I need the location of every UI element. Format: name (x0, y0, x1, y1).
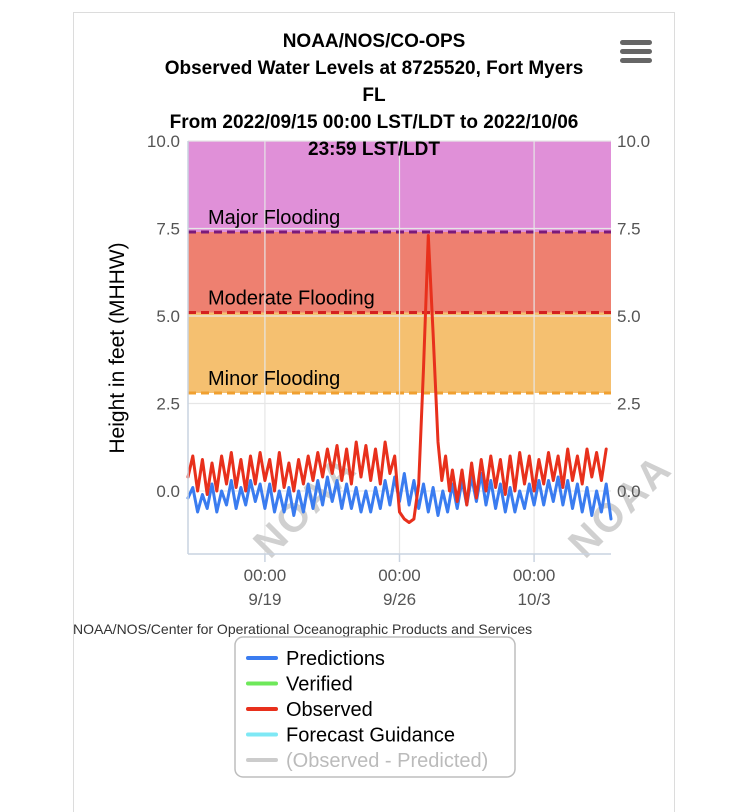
legend-label: Observed (286, 699, 373, 721)
x-tick-label-time: 00:00 (513, 566, 556, 585)
x-tick-label-date: 10/3 (518, 590, 551, 609)
chart-title-line-4: From 2022/09/15 00:00 LST/LDT to 2022/10… (170, 112, 579, 133)
axes: 10.0 10.0 7.5 7.5 5.0 5.0 2.5 2.5 0.0 0.0 00:00 9/1… (147, 132, 650, 609)
x-tick-label-time: 00:00 (378, 566, 421, 585)
chart-title-line-1: NOAA/NOS/CO-OPS (283, 31, 466, 52)
y-tick-label-right: 5.0 (617, 307, 641, 326)
y-tick-label-left: 10.0 (147, 132, 180, 151)
legend-item[interactable]: Forecast Guidance (246, 725, 455, 747)
y-tick-label-right: 0.0 (617, 482, 641, 501)
menu-button[interactable] (620, 40, 652, 64)
x-tick-label-date: 9/26 (383, 590, 416, 609)
y-tick-label-right: 2.5 (617, 395, 641, 414)
flood-band-label: Minor Flooding (208, 368, 340, 390)
legend-label: Predictions (286, 648, 385, 670)
series-line-observed (186, 234, 608, 524)
legend: Predictions Verified Observed Forecast Guid… (234, 636, 516, 778)
x-tick-label-time: 00:00 (244, 566, 287, 585)
chart-title-line-5: 23:59 LST/LDT (308, 139, 440, 160)
legend-item[interactable]: Observed (246, 699, 373, 721)
y-axis-label: Height in feet (MHHW) (106, 242, 129, 453)
legend-item[interactable]: Predictions (246, 648, 385, 670)
legend-label: (Observed - Predicted) (286, 750, 488, 772)
y-tick-label-left: 2.5 (156, 395, 180, 414)
y-tick-label-left: 7.5 (156, 220, 180, 239)
y-tick-label-right: 7.5 (617, 220, 641, 239)
y-tick-label-left: 5.0 (156, 307, 180, 326)
legend-box (234, 636, 516, 778)
y-tick-label-left: 0.0 (156, 482, 180, 501)
hamburger-icon (620, 40, 652, 63)
legend-label: Forecast Guidance (286, 725, 455, 747)
y-tick-label-right: 10.0 (617, 132, 650, 151)
legend-item[interactable]: Verified (246, 674, 353, 696)
data-series (186, 234, 613, 524)
chart-title-line-2: Observed Water Levels at 8725520, Fort M… (165, 58, 584, 79)
chart-title: NOAA/NOS/CO-OPS Observed Water Levels at… (165, 31, 584, 133)
flood-band-label: Moderate Flooding (208, 288, 375, 310)
credit-text: NOAA/NOS/Center for Operational Oceanogr… (73, 621, 532, 637)
legend-label: Verified (286, 674, 353, 696)
chart-title-line-3: FL (362, 85, 386, 106)
x-tick-label-date: 9/19 (248, 590, 281, 609)
legend-item[interactable]: (Observed - Predicted) (246, 750, 488, 772)
flood-band-label: Major Flooding (208, 207, 340, 229)
